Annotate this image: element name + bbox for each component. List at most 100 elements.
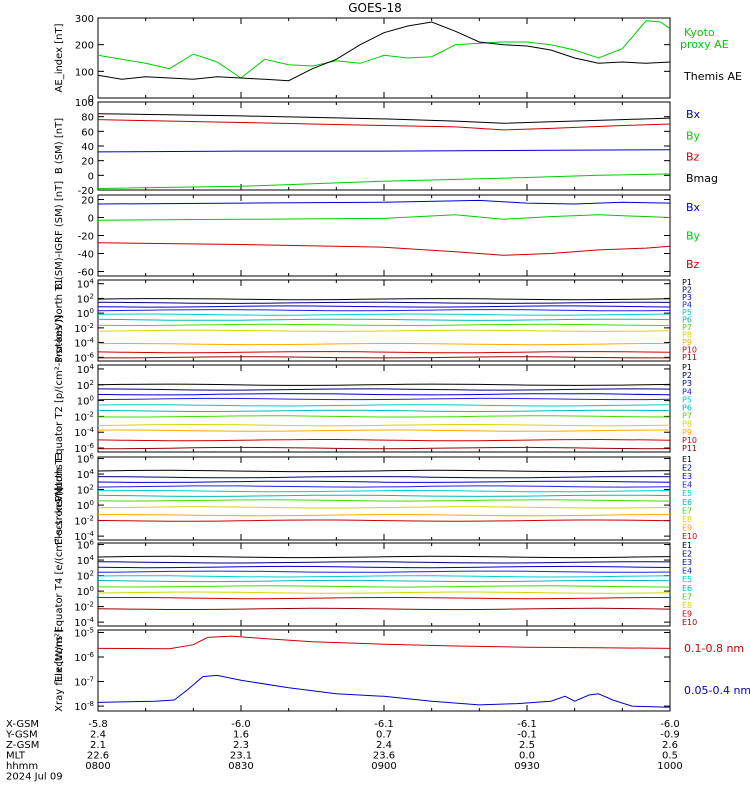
y-tick-label: 100 <box>77 585 94 598</box>
legend-entry: Bz <box>686 151 700 164</box>
y-tick-label: 10-8 <box>74 700 94 713</box>
footer-value: -5.8 <box>88 719 108 730</box>
y-tick-label: 104 <box>77 554 95 567</box>
legend-entry: E4 <box>682 481 692 490</box>
channel-line <box>97 313 671 316</box>
y-tick-label: 0 <box>88 171 94 182</box>
y-tick-label: 102 <box>77 379 94 392</box>
channel-line <box>97 499 671 502</box>
legend-entry: E2 <box>682 550 692 559</box>
footer-value: 1.6 <box>233 730 249 741</box>
y-tick-label: 0 <box>88 214 94 225</box>
legend-entry: E8 <box>682 601 692 610</box>
channel-line <box>97 579 671 583</box>
footer-value: -0.9 <box>660 730 680 741</box>
panel-7: 106 104 102 100 10-2 10-4 Electrons Equator T4… <box>54 487 697 682</box>
channel-line <box>97 506 671 509</box>
panel-6: 106 104 102 100 10-2 10-4 Electrons North T3 E1… <box>54 452 697 545</box>
y-tick-label: 300 <box>75 14 94 25</box>
legend-entry: E7 <box>682 506 692 515</box>
channel-line <box>97 476 671 479</box>
legend-entry: E6 <box>682 584 692 593</box>
legend-entry: E3 <box>682 472 692 481</box>
y-tick-label: 10-4 <box>74 530 94 543</box>
y-tick-label: 60 <box>81 127 94 138</box>
legend-entry: P2 <box>682 286 692 295</box>
y-tick-label: 100 <box>77 307 94 320</box>
legend-entry: Bx <box>686 108 701 121</box>
footer-row-label: 2024 Jul 09 <box>6 772 63 783</box>
channel-line <box>97 489 671 493</box>
footer-value: -6.0 <box>660 719 680 730</box>
series-line <box>97 21 671 82</box>
footer-value: -6.1 <box>374 719 394 730</box>
legend-entry: E8 <box>682 515 692 524</box>
legend-entry: E2 <box>682 464 692 473</box>
footer-value: 0930 <box>514 761 539 772</box>
channel-line <box>97 565 671 569</box>
footer-value: 0.7 <box>376 730 392 741</box>
channel-line <box>97 575 671 578</box>
legend-entry: P9 <box>682 338 692 347</box>
channel-line <box>97 480 671 483</box>
y-tick-label: 104 <box>77 363 95 376</box>
channel-line <box>97 397 671 401</box>
y-tick-label: 20 <box>81 157 94 168</box>
y-tick-label: 10-7 <box>74 676 94 689</box>
legend-entry: E5 <box>682 489 692 498</box>
channel-line <box>97 561 671 564</box>
legend-entry: Bmag <box>686 172 718 185</box>
legend-entry: P1 <box>682 278 692 287</box>
footer-value: -6.0 <box>231 719 251 730</box>
channel-line <box>97 409 671 413</box>
y-tick-label: 10-5 <box>74 626 94 639</box>
channel-line <box>98 446 671 450</box>
footer-value: 2.3 <box>233 740 249 751</box>
legend-entry: E10 <box>682 532 697 541</box>
series-line <box>97 113 671 124</box>
legend-entry: E6 <box>682 498 692 507</box>
legend-entry: 0.05-0.4 nm <box>684 684 750 697</box>
channel-line <box>98 356 670 359</box>
panel-1: 0 100 200 300 AE_index [nT] Kyoto proxy AE Them… <box>54 14 742 105</box>
footer-value: 0.5 <box>662 751 678 762</box>
footer-value: 0830 <box>228 761 253 772</box>
y-axis-label: B (SM) [nT] <box>54 118 65 174</box>
series-line <box>97 674 671 708</box>
panel-2: -20 0 20 40 60 80 100 B (SM) [nT] Bx By Bz Bmag <box>54 98 718 197</box>
footer-value: -0.1 <box>517 730 537 741</box>
legend-entry: Bx <box>686 201 701 214</box>
channel-line <box>97 519 671 522</box>
legend-entry: E9 <box>682 523 692 532</box>
channel-line <box>97 591 671 594</box>
y-tick-label: 102 <box>77 570 94 583</box>
y-tick-label: 100 <box>77 395 94 408</box>
y-tick-label: 100 <box>75 98 94 109</box>
legend-entry: P4 <box>682 301 692 310</box>
channel-line <box>97 388 671 391</box>
legend-entry: P1 <box>682 363 692 372</box>
y-tick-label: 10-2 <box>74 410 94 423</box>
y-axis-label: AE_index [nT] <box>54 23 65 92</box>
legend-entry: P6 <box>682 316 692 325</box>
channel-line <box>97 438 671 442</box>
channel-line <box>97 329 671 332</box>
y-tick-label: 10-4 <box>74 616 94 629</box>
y-tick-label: 106 <box>77 453 95 466</box>
y-tick-label: 10-2 <box>74 515 94 528</box>
channel-line <box>97 323 671 327</box>
channel-line <box>97 585 671 588</box>
y-axis-label: Electrons North T3 <box>54 452 65 545</box>
legend-entry: P3 <box>682 293 692 302</box>
legend-entry: E5 <box>682 575 692 584</box>
figure-title: GOES-18 <box>348 1 402 15</box>
legend-entry: E10 <box>682 618 697 627</box>
footer-value: 2.5 <box>519 740 535 751</box>
legend-entry: P6 <box>682 404 692 413</box>
footer-value: 22.6 <box>87 751 109 762</box>
y-tick-label: 0 <box>88 94 94 105</box>
channel-line <box>97 305 671 308</box>
footer-value: 1000 <box>657 761 682 772</box>
legend-entry: By <box>686 129 701 142</box>
